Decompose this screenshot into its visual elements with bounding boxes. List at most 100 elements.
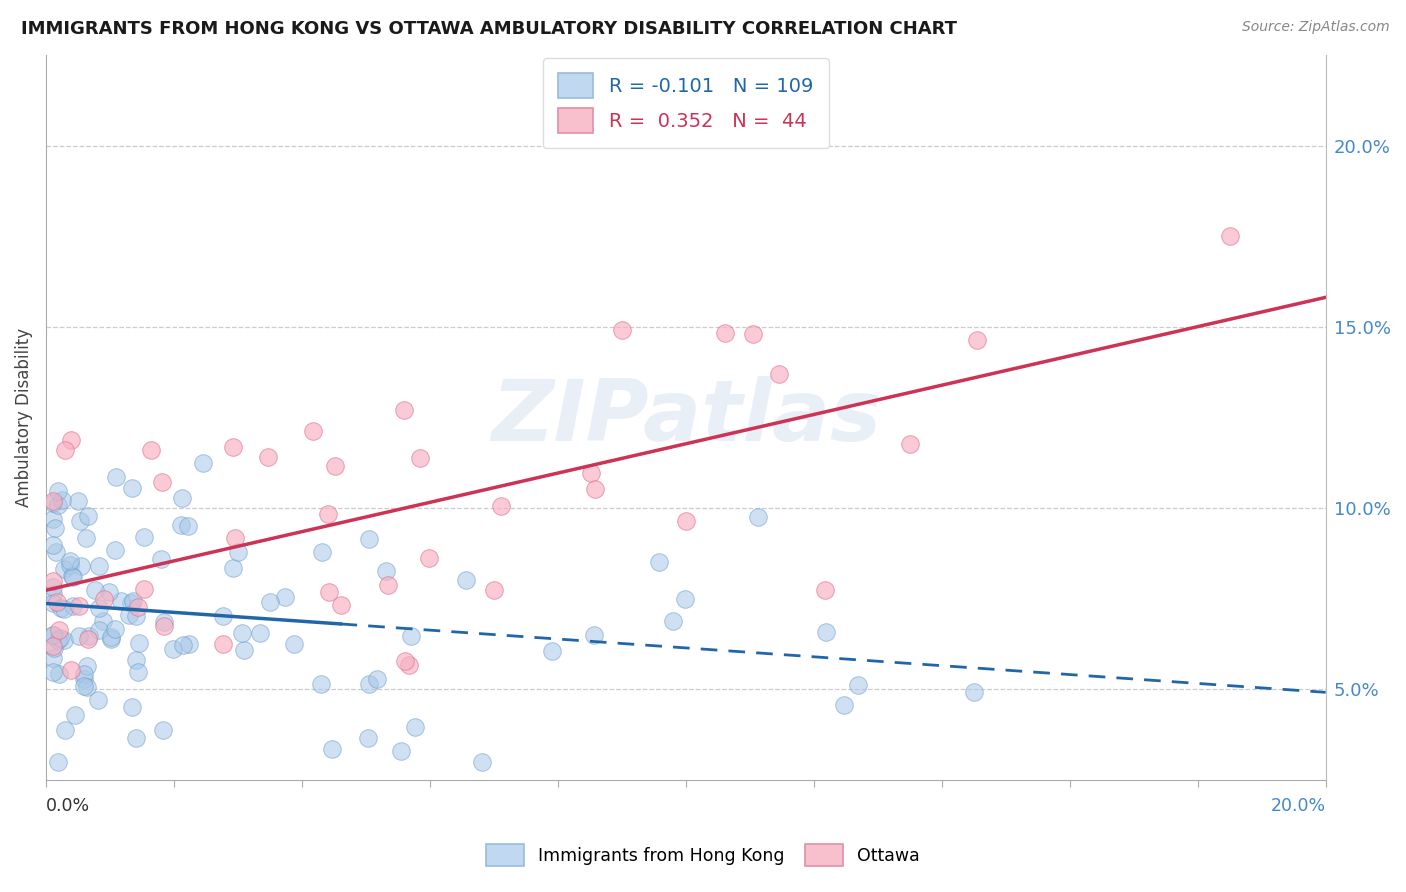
- Point: [77, 632, 100, 647]
- Point: [356, 731, 378, 745]
- Point: [104, 622, 127, 636]
- Point: [150, 475, 173, 489]
- Point: [399, 629, 422, 643]
- Point: [41, 596, 63, 610]
- Point: [323, 458, 346, 473]
- Point: [224, 531, 246, 545]
- Point: [768, 368, 790, 382]
- Point: [69, 599, 91, 614]
- Point: [60, 569, 83, 583]
- Point: [963, 685, 986, 699]
- Point: [53, 723, 76, 738]
- Point: [48, 623, 70, 637]
- Point: [966, 333, 988, 347]
- Point: [583, 627, 606, 641]
- Point: [48, 632, 70, 647]
- Legend: Immigrants from Hong Kong, Ottawa: Immigrants from Hong Kong, Ottawa: [479, 838, 927, 872]
- Point: [359, 676, 381, 690]
- Point: [152, 619, 174, 633]
- Point: [100, 632, 122, 647]
- Point: [62, 570, 84, 584]
- Point: [63, 708, 86, 723]
- Text: 20.0%: 20.0%: [1271, 797, 1326, 814]
- Point: [283, 638, 305, 652]
- Point: [121, 700, 143, 714]
- Point: [46, 484, 69, 499]
- Point: [398, 658, 420, 673]
- Point: [454, 573, 477, 587]
- Point: [222, 561, 245, 575]
- Point: [76, 659, 98, 673]
- Point: [41, 628, 63, 642]
- Point: [191, 456, 214, 470]
- Point: [52, 601, 75, 615]
- Point: [103, 543, 125, 558]
- Point: [898, 437, 921, 451]
- Point: [44, 521, 66, 535]
- Point: [53, 443, 76, 458]
- Point: [41, 574, 63, 588]
- Point: [815, 624, 838, 639]
- Point: [89, 601, 111, 615]
- Point: [60, 433, 83, 447]
- Point: [41, 587, 63, 601]
- Point: [45, 545, 67, 559]
- Point: [51, 492, 73, 507]
- Point: [357, 533, 380, 547]
- Point: [1219, 229, 1241, 244]
- Point: [48, 498, 70, 512]
- Point: [673, 592, 696, 607]
- Point: [713, 326, 735, 340]
- Point: [73, 679, 96, 693]
- Point: [675, 514, 697, 528]
- Point: [53, 562, 76, 576]
- Point: [249, 625, 271, 640]
- Point: [648, 555, 671, 569]
- Point: [52, 633, 75, 648]
- Point: [41, 495, 63, 509]
- Point: [661, 614, 683, 628]
- Point: [274, 590, 297, 604]
- Point: [41, 665, 63, 679]
- Point: [491, 500, 513, 514]
- Point: [76, 509, 98, 524]
- Point: [377, 578, 399, 592]
- Point: [318, 584, 340, 599]
- Point: [41, 580, 63, 594]
- Point: [311, 545, 333, 559]
- Point: [170, 517, 193, 532]
- Point: [127, 665, 149, 679]
- Text: Source: ZipAtlas.com: Source: ZipAtlas.com: [1241, 20, 1389, 34]
- Point: [152, 723, 174, 738]
- Point: [231, 626, 253, 640]
- Point: [747, 510, 769, 524]
- Point: [124, 609, 146, 624]
- Point: [49, 600, 72, 615]
- Point: [471, 755, 494, 769]
- Point: [132, 530, 155, 544]
- Point: [814, 583, 837, 598]
- Point: [84, 583, 107, 598]
- Point: [69, 515, 91, 529]
- Point: [741, 326, 763, 341]
- Point: [302, 425, 325, 439]
- Point: [232, 643, 254, 657]
- Point: [87, 623, 110, 637]
- Point: [41, 494, 63, 508]
- Text: IMMIGRANTS FROM HONG KONG VS OTTAWA AMBULATORY DISABILITY CORRELATION CHART: IMMIGRANTS FROM HONG KONG VS OTTAWA AMBU…: [21, 20, 957, 37]
- Point: [59, 558, 82, 572]
- Point: [59, 554, 82, 568]
- Point: [583, 482, 606, 496]
- Point: [46, 755, 69, 769]
- Point: [125, 653, 148, 667]
- Point: [41, 628, 63, 642]
- Point: [87, 693, 110, 707]
- Point: [46, 595, 69, 609]
- Text: 0.0%: 0.0%: [46, 797, 90, 814]
- Point: [179, 637, 201, 651]
- Point: [329, 599, 352, 613]
- Point: [149, 551, 172, 566]
- Point: [177, 519, 200, 533]
- Point: [211, 637, 233, 651]
- Point: [44, 640, 66, 655]
